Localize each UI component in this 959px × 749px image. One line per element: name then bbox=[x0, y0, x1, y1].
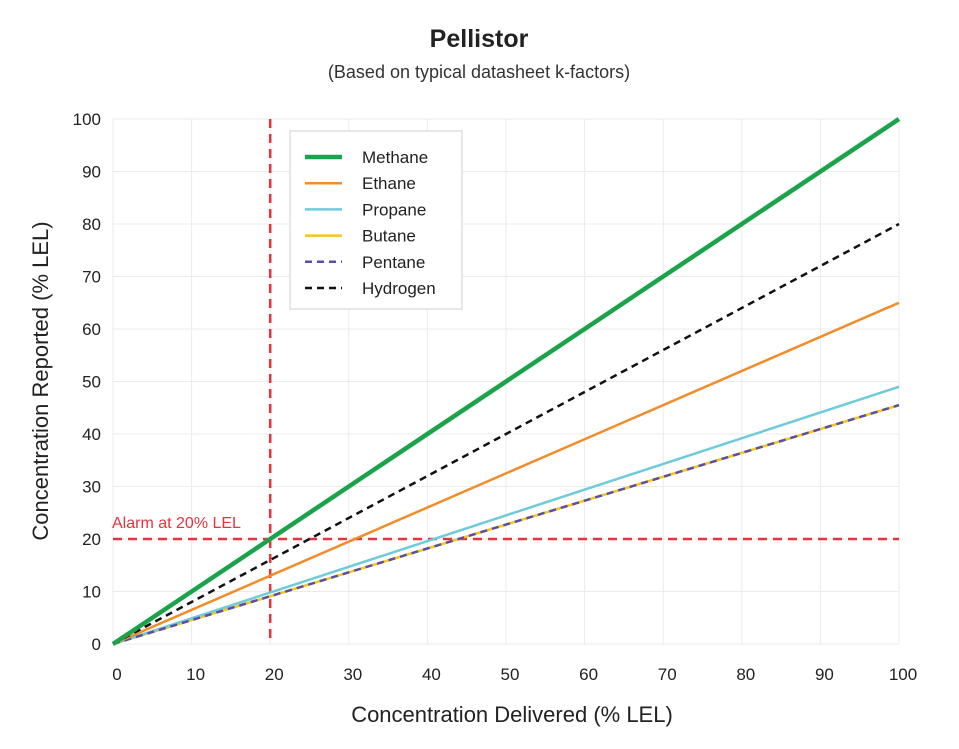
x-tick-label: 90 bbox=[815, 665, 834, 684]
legend-label-ethane: Ethane bbox=[362, 174, 416, 193]
x-tick-label: 40 bbox=[422, 665, 441, 684]
y-tick-label: 20 bbox=[82, 530, 101, 549]
y-tick-label: 30 bbox=[82, 478, 101, 497]
legend-label-hydrogen: Hydrogen bbox=[362, 279, 436, 298]
y-tick-label: 0 bbox=[92, 635, 101, 654]
legend-label-propane: Propane bbox=[362, 200, 426, 219]
legend-label-butane: Butane bbox=[362, 227, 416, 246]
x-tick-label: 100 bbox=[889, 665, 917, 684]
tick-labels: 0 10 20 30 40 50 60 70 80 90 100 0 10 20 30 40 50 60 70 80 9… bbox=[73, 110, 918, 684]
legend-label-pentane: Pentane bbox=[362, 253, 425, 272]
y-tick-label: 70 bbox=[82, 268, 101, 287]
x-tick-label: 70 bbox=[658, 665, 677, 684]
x-tick-label: 80 bbox=[736, 665, 755, 684]
y-tick-label: 40 bbox=[82, 425, 101, 444]
x-tick-label: 10 bbox=[186, 665, 205, 684]
reference-lines bbox=[113, 119, 899, 644]
y-axis-label: Concentration Reported (% LEL) bbox=[28, 221, 53, 540]
series-line-hydrogen bbox=[112, 222, 900, 646]
y-tick-label: 50 bbox=[82, 373, 101, 392]
series-line-pentane bbox=[112, 403, 900, 646]
series-lines bbox=[111, 117, 901, 646]
y-tick-label: 100 bbox=[73, 110, 101, 129]
x-tick-label: 30 bbox=[343, 665, 362, 684]
legend: Methane Ethane Propane Butane Pentane Hydroge… bbox=[289, 130, 463, 310]
x-axis-label: Concentration Delivered (% LEL) bbox=[351, 702, 673, 727]
chart-title: Pellistor bbox=[430, 25, 529, 53]
x-tick-label: 0 bbox=[112, 665, 121, 684]
series-line-ethane bbox=[112, 301, 900, 646]
chart-subtitle: (Based on typical datasheet k-factors) bbox=[328, 62, 630, 82]
y-tick-label: 60 bbox=[82, 320, 101, 339]
x-tick-label: 60 bbox=[579, 665, 598, 684]
x-tick-label: 50 bbox=[501, 665, 520, 684]
series-line-methane bbox=[111, 117, 901, 646]
y-tick-label: 90 bbox=[82, 163, 101, 182]
x-tick-label: 20 bbox=[265, 665, 284, 684]
y-tick-label: 10 bbox=[82, 583, 101, 602]
alarm-annotation: Alarm at 20% LEL bbox=[112, 515, 241, 532]
legend-box bbox=[289, 130, 463, 310]
legend-label-methane: Methane bbox=[362, 148, 428, 167]
series-line-propane bbox=[112, 385, 900, 646]
y-tick-label: 80 bbox=[82, 215, 101, 234]
